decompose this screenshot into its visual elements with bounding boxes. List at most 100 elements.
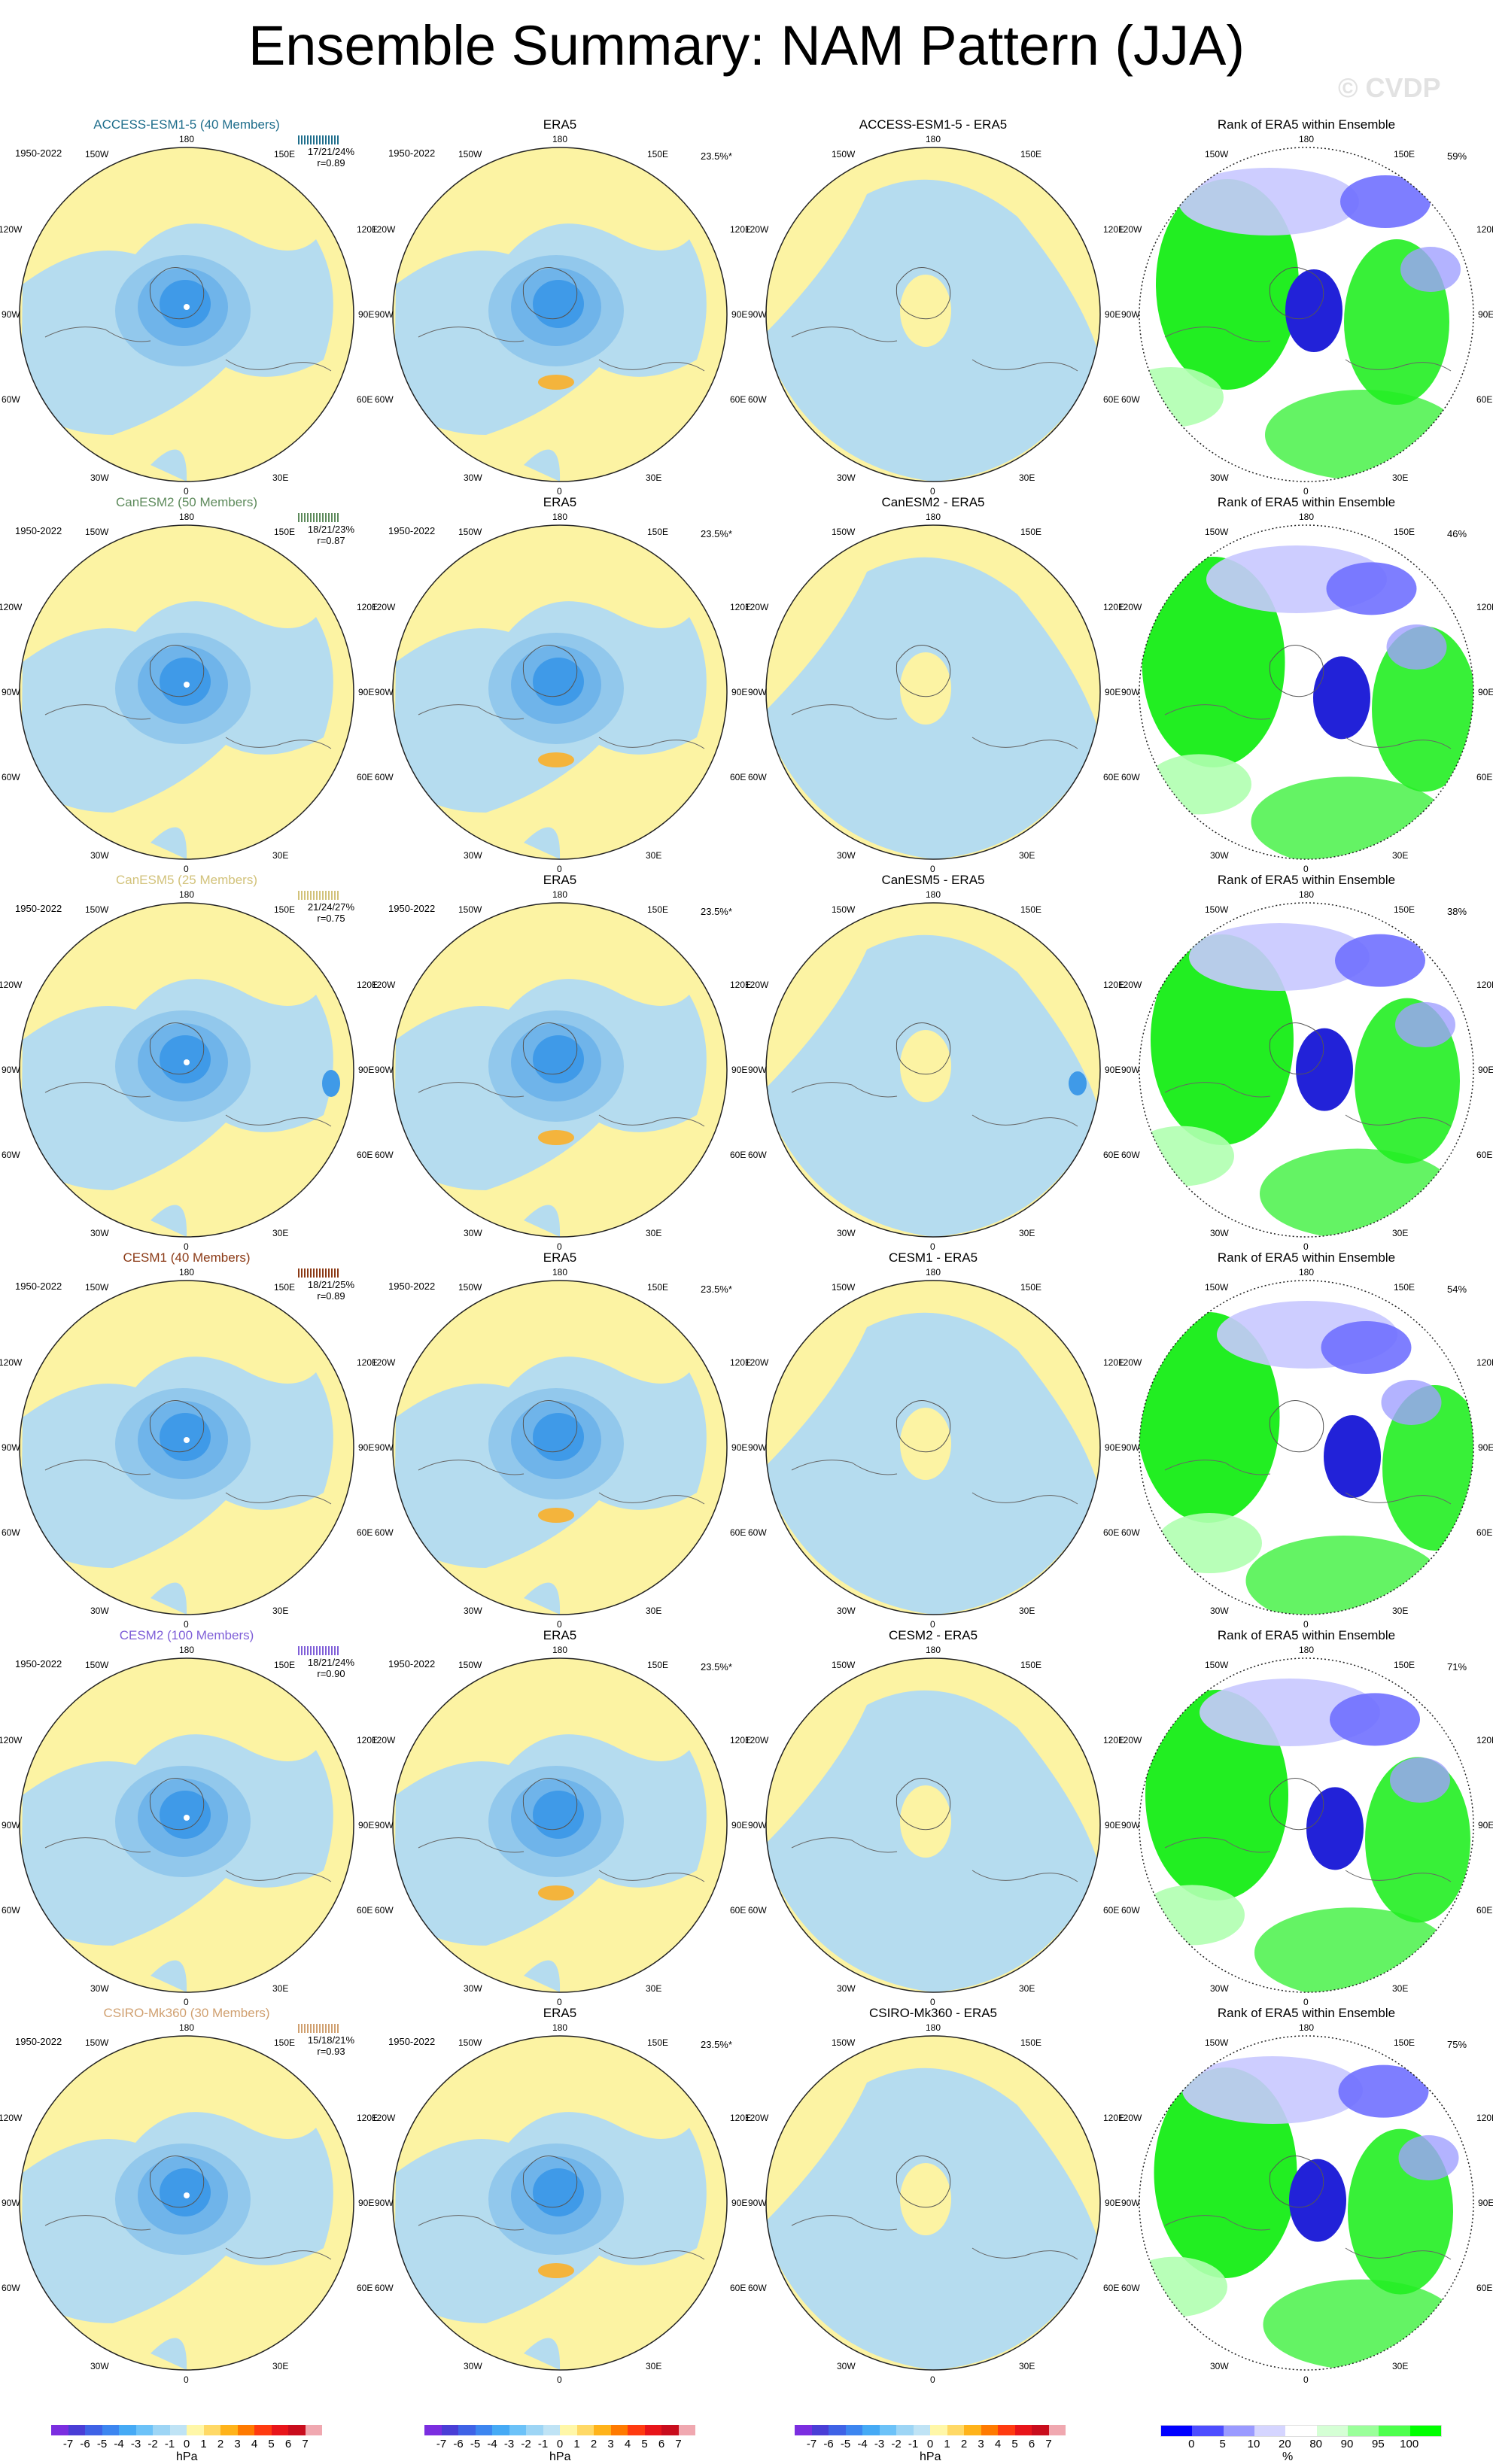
map-axis-label: 180 xyxy=(926,2022,941,2033)
map-axis-label: 120W xyxy=(745,602,769,612)
map-axis-label: 0 xyxy=(930,1241,935,1252)
map-axis-label: 30W xyxy=(837,1606,856,1616)
colorbar-swatch xyxy=(237,2425,254,2435)
coastline xyxy=(791,327,1078,372)
map-axis-label: 60E xyxy=(1476,1527,1493,1538)
colorbar-swatch xyxy=(187,2425,204,2435)
colorbar-tick-label: 7 xyxy=(675,2438,682,2450)
pole-marker xyxy=(184,1815,190,1821)
colorbar-tick-label: 10 xyxy=(1247,2438,1260,2450)
map-axis-label: 150E xyxy=(274,2037,296,2048)
map-axis-label: 150E xyxy=(647,2037,669,2048)
coastline xyxy=(1164,704,1452,749)
map-axis-label: 120E xyxy=(1476,2113,1493,2123)
coastline xyxy=(149,1400,205,1453)
map-axis-label: 150W xyxy=(832,904,856,915)
colorbar-swatch xyxy=(845,2425,862,2435)
contour-level-3 xyxy=(533,1035,584,1083)
map-axis-label: 90E xyxy=(1105,1820,1121,1831)
positive-anomaly-spot xyxy=(538,1885,574,1900)
map-border xyxy=(765,147,1101,482)
map-axis-label: 30E xyxy=(1392,2361,1409,2371)
negative-anomaly-tail xyxy=(524,449,561,482)
rank-region xyxy=(1395,1002,1455,1047)
map-axis-label: 120W xyxy=(0,224,23,235)
stats-line-2: r=0.87 xyxy=(317,535,345,546)
rank-region xyxy=(1330,1693,1420,1746)
coastline xyxy=(791,2215,1078,2260)
map-axis-label: 150W xyxy=(458,1282,482,1293)
colorbar-swatch xyxy=(879,2425,896,2435)
map-axis-label: 150E xyxy=(274,149,296,160)
map-axis-label: 150E xyxy=(1020,1660,1042,1670)
map-axis-label: 30E xyxy=(272,1983,289,1994)
map-axis-label: 90E xyxy=(731,687,748,697)
map-axis-label: 30E xyxy=(1392,850,1409,861)
negative-anomaly-tail xyxy=(151,1205,187,1237)
rank-percent: 54% xyxy=(1447,1284,1467,1295)
colorbar-swatch xyxy=(964,2425,981,2435)
rank-colorbar xyxy=(1160,2425,1442,2437)
colorbar-tick-label: 90 xyxy=(1340,2438,1354,2450)
rank-region xyxy=(1400,247,1461,292)
map-axis-label: 150E xyxy=(1394,904,1415,915)
rank-region xyxy=(1139,1312,1280,1523)
map-axis-label: 30E xyxy=(1019,2361,1035,2371)
map-axis-label: 180 xyxy=(179,512,195,522)
coastline xyxy=(1269,1778,1324,1831)
map-border xyxy=(392,902,728,1238)
map-axis-label: 120E xyxy=(1103,1735,1125,1745)
obs-map xyxy=(392,902,728,1238)
rank-region xyxy=(1285,269,1342,352)
panel-title: CanESM5 (25 Members) xyxy=(115,873,257,887)
pole-marker xyxy=(184,304,190,310)
rank-map xyxy=(1139,147,1474,482)
map-axis-label: 150W xyxy=(85,1282,109,1293)
map-axis-label: 180 xyxy=(179,1267,195,1278)
map-axis-label: 120E xyxy=(357,980,379,990)
colorbar-unit: hPa xyxy=(176,2450,198,2463)
rank-region xyxy=(1189,923,1370,991)
rank-region xyxy=(1313,656,1370,740)
colorbar-swatch xyxy=(458,2425,476,2435)
coastline xyxy=(1164,1837,1452,1882)
panel-title: ACCESS-ESM1-5 - ERA5 xyxy=(859,117,1008,132)
map-axis-label: 120E xyxy=(1476,602,1493,612)
colorbar-swatch xyxy=(896,2425,914,2435)
map-axis-label: 150W xyxy=(458,2037,482,2048)
colorbar-swatch xyxy=(169,2425,187,2435)
map-axis-label: 60E xyxy=(1103,772,1120,782)
map-axis-label: 60E xyxy=(357,772,373,782)
contour-level-3 xyxy=(533,1791,584,1839)
pole-marker xyxy=(184,1437,190,1443)
diff-panel: CSIRO-Mk360 - ERA5 180 0 90W 90E 150W 150E 120W… xyxy=(745,2000,1124,2385)
diff-panel: CanESM2 - ERA5 180 0 90W 90E 150W 150E 120W 120E… xyxy=(745,489,1124,874)
rank-region xyxy=(1178,168,1359,235)
period-label: 1950-2022 xyxy=(15,2036,62,2047)
colorbar-tick-label: 80 xyxy=(1309,2438,1322,2450)
rank-percent: 38% xyxy=(1447,906,1467,917)
map-axis-label: 90W xyxy=(375,1065,394,1075)
colorbar-swatch xyxy=(628,2425,645,2435)
map-axis-label: 120W xyxy=(1118,980,1142,990)
map-axis-label: 0 xyxy=(930,1619,935,1630)
map-border xyxy=(1139,902,1474,1238)
member-spread-ticks xyxy=(298,135,339,144)
map-axis-label: 30E xyxy=(646,1983,662,1994)
obs-panel: ERA5 1950-2022 23.5%* 180 0 90W 90E 150W 150E 120… xyxy=(372,867,751,1252)
colorbar-swatch xyxy=(829,2425,846,2435)
map-axis-label: 30W xyxy=(837,2361,856,2371)
panel-title: Rank of ERA5 within Ensemble xyxy=(1217,873,1396,887)
map-border xyxy=(392,1657,728,1993)
map-border xyxy=(1139,2035,1474,2371)
stats-line-1: 17/21/24% xyxy=(307,146,355,157)
colorbar-swatch xyxy=(51,2425,68,2435)
map-axis-label: 120W xyxy=(372,1735,396,1745)
coastline xyxy=(44,704,332,749)
panel-title: CESM1 (40 Members) xyxy=(123,1250,251,1265)
map-axis-label: 150E xyxy=(1394,1282,1415,1293)
map-axis-label: 60E xyxy=(1103,2283,1120,2293)
rank-region xyxy=(1382,1385,1473,1551)
map-axis-label: 60E xyxy=(1476,1150,1493,1160)
positive-anomaly-spot xyxy=(538,1508,574,1523)
